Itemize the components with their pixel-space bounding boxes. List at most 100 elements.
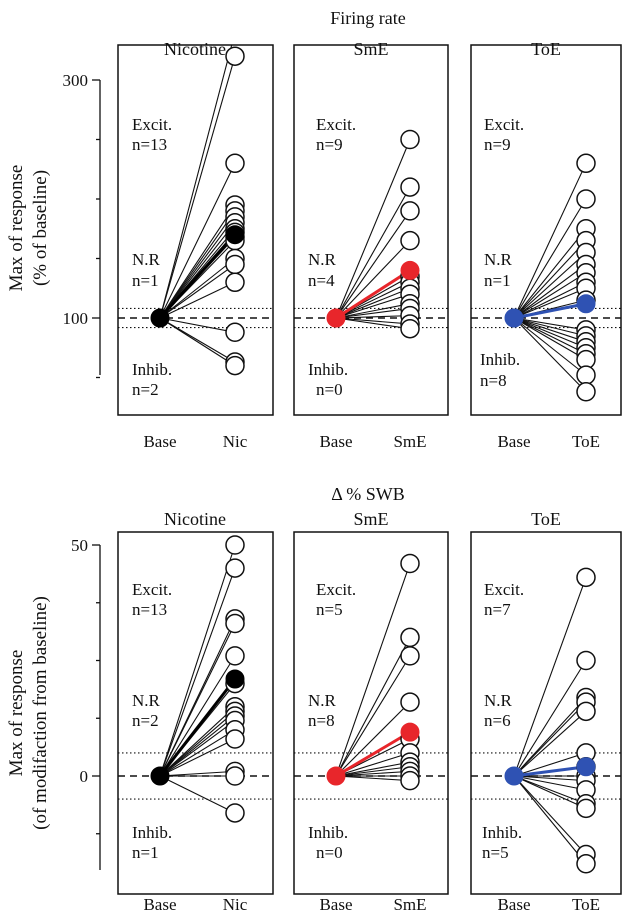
response-line (513, 272, 587, 319)
response-point (576, 701, 596, 722)
response-line (335, 563, 411, 777)
base-point (326, 308, 346, 328)
nr-n-label: n=1 (484, 271, 511, 290)
response-point (225, 272, 245, 293)
response-point (576, 382, 596, 402)
swb-title: Δ % SWB (331, 484, 405, 504)
mean-point (225, 225, 245, 245)
excit-label: Excit. (484, 115, 524, 134)
swb-y-ticks: 0 50 (71, 536, 100, 835)
panel-title: ToE (531, 39, 561, 59)
response-line (335, 761, 411, 777)
response-line (159, 729, 236, 777)
xtick-condition: SmE (393, 432, 426, 451)
mean-point (400, 722, 420, 742)
firing-rate-y-ticks: 100 300 (63, 71, 100, 379)
xtick-base: Base (143, 895, 176, 914)
y-tick-label: 100 (63, 309, 89, 328)
nr-n-label: n=6 (484, 711, 511, 730)
xtick-condition: ToE (572, 432, 600, 451)
response-line (159, 56, 236, 319)
base-point (326, 766, 346, 786)
xtick-base: Base (143, 432, 176, 451)
excit-n-label: n=9 (316, 135, 343, 154)
panel-toe-firing: ToE Excit. n=9 N.R n=1 Inhib. n=8 Base T… (470, 39, 622, 451)
base-point (150, 766, 170, 786)
nr-label: N.R (484, 691, 513, 710)
mean-point (576, 294, 596, 314)
excit-n-label: n=9 (484, 135, 511, 154)
response-line (513, 317, 587, 337)
mean-point (400, 260, 420, 280)
response-line (513, 701, 587, 777)
inhib-label: Inhib. (480, 350, 520, 369)
response-line (159, 264, 236, 319)
response-line (513, 710, 587, 777)
excit-n-label: n=7 (484, 600, 511, 619)
response-line (159, 655, 236, 777)
swb-ylabel: Max of response (6, 650, 27, 777)
response-line (335, 655, 411, 777)
response-line (513, 577, 587, 777)
response-point (576, 189, 596, 209)
mean-line (513, 765, 587, 778)
panel-title: ToE (531, 509, 561, 529)
y-tick-label: 300 (63, 71, 89, 90)
response-point (576, 650, 596, 671)
swb-ylabel2: (of modifaction from baseline) (30, 596, 51, 830)
inhib-label: Inhib. (308, 823, 348, 842)
nr-label: N.R (132, 691, 161, 710)
response-point (400, 553, 420, 574)
response-point (225, 254, 245, 275)
response-point (400, 318, 420, 339)
response-point (225, 803, 245, 823)
response-line (513, 317, 587, 355)
response-line (159, 544, 236, 777)
panel-marks (294, 553, 448, 800)
excit-label: Excit. (316, 115, 356, 134)
xtick-condition: Nic (223, 895, 248, 914)
panel-title: Nicotine (164, 509, 226, 529)
response-point (225, 558, 245, 578)
response-point (225, 355, 245, 376)
base-point (504, 766, 524, 786)
excit-label: Excit. (132, 580, 172, 599)
response-point (400, 692, 420, 712)
inhib-n-label: n=1 (132, 843, 159, 862)
response-point (225, 729, 245, 749)
mean-line (158, 233, 237, 320)
response-line (159, 163, 236, 319)
response-line (159, 770, 236, 777)
xtick-condition: SmE (393, 895, 426, 914)
response-line (335, 210, 411, 319)
xtick-condition: Nic (223, 432, 248, 451)
panel-title: SmE (353, 39, 388, 59)
response-line (513, 252, 587, 319)
nr-n-label: n=2 (132, 711, 159, 730)
response-line (513, 163, 587, 319)
response-line (513, 317, 587, 331)
inhib-label: Inhib. (482, 823, 522, 842)
xtick-base: Base (497, 895, 530, 914)
inhib-n-label: n=0 (316, 843, 343, 862)
response-line (513, 775, 587, 809)
panel-frame (470, 531, 622, 895)
response-line (513, 317, 587, 343)
response-line (159, 281, 236, 319)
panel-marks (118, 45, 273, 376)
response-point (225, 766, 245, 786)
xtick-base: Base (497, 432, 530, 451)
response-line (159, 204, 236, 319)
firing-rate-chart: Firing rate Max of response (% of baseli… (6, 8, 622, 451)
swb-chart: Δ % SWB Max of response (of modifaction … (6, 484, 622, 914)
mean-line (513, 302, 587, 320)
response-line (335, 637, 411, 777)
response-line (159, 710, 236, 777)
nr-n-label: n=8 (308, 711, 335, 730)
excit-label: Excit. (316, 580, 356, 599)
inhib-n-label: n=2 (132, 380, 159, 399)
response-point (225, 535, 245, 555)
panel-sme-swb: SmE Excit. n=5 N.R n=8 Inhib. n=0 Base S… (293, 509, 449, 914)
mean-line (335, 269, 411, 320)
panel-nicotine-swb: Nicotine Excit. n=13 N.R n=2 Inhib. n=1 … (117, 509, 274, 914)
